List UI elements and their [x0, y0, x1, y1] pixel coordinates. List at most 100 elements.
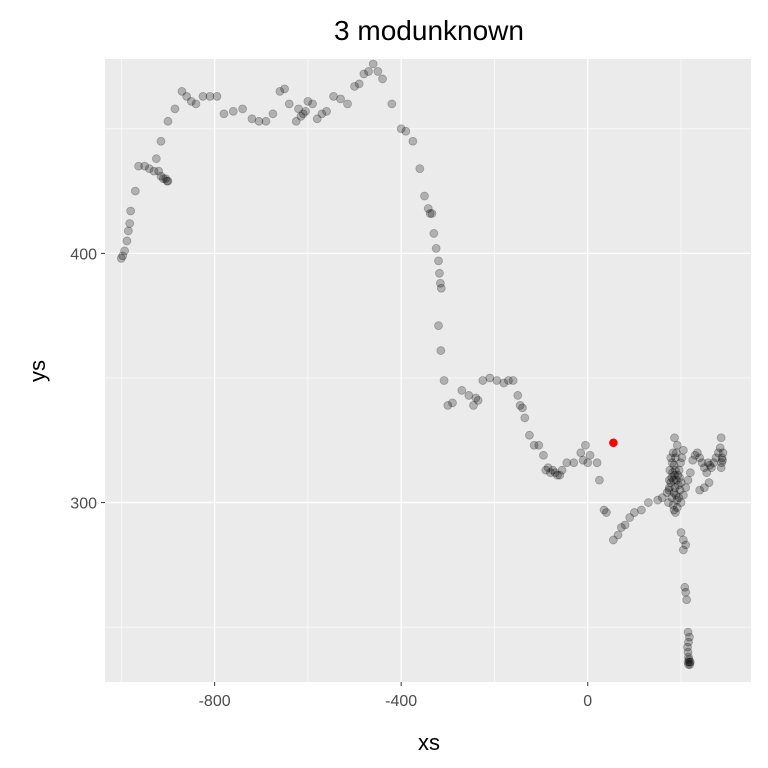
data-point: [681, 587, 691, 597]
data-point: [716, 463, 726, 473]
data-point: [702, 468, 712, 478]
data-point: [704, 478, 714, 488]
data-point: [134, 161, 143, 171]
data-point: [508, 376, 518, 385]
minor-gridlines: [105, 59, 751, 682]
data-point: [666, 478, 676, 488]
data-point: [158, 174, 168, 184]
data-point: [684, 637, 693, 647]
data-point: [182, 91, 192, 101]
data-point: [543, 463, 553, 473]
data-point: [238, 104, 247, 114]
data-point: [706, 463, 716, 473]
data-point: [312, 114, 322, 124]
data-point: [525, 430, 534, 440]
data-point: [539, 450, 548, 460]
data-point: [228, 106, 238, 116]
data-point: [683, 642, 692, 652]
data-point: [373, 67, 383, 76]
data-point: [161, 174, 171, 184]
data-point: [672, 440, 682, 450]
data-point: [672, 503, 682, 512]
data-point: [718, 448, 728, 458]
data-point: [520, 413, 530, 423]
data-point: [718, 455, 727, 465]
data-point: [675, 485, 685, 495]
data-point: [613, 530, 623, 540]
data-point: [684, 660, 693, 669]
data-point: [711, 453, 721, 463]
data-point: [156, 171, 166, 181]
data-point: [674, 465, 684, 475]
x-axis-ticks: -800 -400 0: [199, 682, 592, 710]
data-point: [667, 458, 677, 468]
data-point: [436, 283, 446, 293]
data-point: [667, 493, 677, 502]
data-point: [668, 500, 678, 510]
data-point: [668, 448, 678, 458]
data-point: [671, 453, 680, 463]
data-point: [576, 448, 586, 458]
data-point: [268, 109, 278, 119]
data-point: [513, 391, 523, 400]
data-point: [682, 595, 692, 605]
data-point: [518, 403, 527, 413]
data-point: [415, 164, 425, 174]
data-point: [681, 483, 691, 493]
data-point: [435, 278, 445, 288]
data-point: [636, 505, 646, 515]
data-point: [457, 386, 467, 395]
data-point: [581, 440, 590, 450]
data-point: [653, 495, 663, 505]
data-point: [553, 470, 562, 480]
data-point: [664, 485, 674, 495]
data-point: [429, 229, 439, 238]
data-point: [291, 116, 301, 126]
data-point: [126, 206, 136, 216]
data-point: [504, 376, 513, 385]
data-point: [671, 448, 681, 458]
data-point: [670, 433, 679, 443]
data-point: [670, 483, 680, 493]
data-point: [439, 376, 449, 385]
data-point: [668, 468, 678, 478]
data-point: [464, 391, 474, 400]
data-point: [154, 166, 164, 176]
data-point: [151, 154, 161, 164]
data-point: [436, 346, 446, 355]
data-point: [485, 373, 495, 383]
data-point: [685, 660, 695, 669]
data-point: [434, 321, 443, 331]
data-point: [303, 96, 313, 106]
data-point: [301, 106, 310, 116]
data-point: [378, 74, 387, 84]
data-point: [149, 166, 159, 176]
data-point: [602, 508, 611, 517]
data-point: [443, 400, 453, 410]
data-point: [569, 458, 579, 468]
data-point: [629, 508, 639, 517]
data-point: [675, 473, 685, 483]
data-point: [692, 448, 702, 458]
data-point: [695, 453, 705, 463]
data-point: [585, 450, 595, 460]
data-point: [343, 99, 352, 109]
data-point: [699, 483, 709, 493]
data-point: [116, 253, 126, 263]
data-point: [140, 161, 150, 171]
data-point: [715, 443, 725, 453]
data-point: [616, 523, 626, 532]
data-point: [499, 378, 509, 388]
highlight-point: [609, 438, 618, 448]
data-point: [336, 94, 345, 104]
data-point: [368, 59, 378, 69]
data-point: [198, 91, 208, 101]
data-point: [609, 535, 618, 545]
data-point: [673, 470, 683, 480]
data-point: [595, 475, 604, 485]
data-point: [284, 99, 294, 109]
x-tick-label: -800: [199, 693, 231, 710]
data-point: [478, 376, 488, 385]
y-axis-title: ys: [25, 360, 50, 382]
